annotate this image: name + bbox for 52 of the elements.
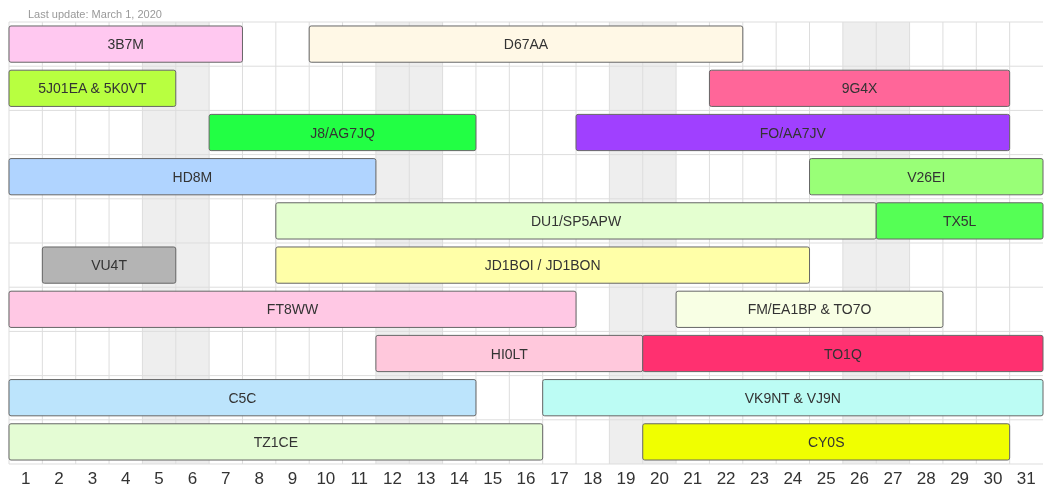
x-tick-label: 25	[816, 469, 836, 488]
series-label: TZ1CE	[253, 433, 299, 450]
x-tick-label: 8	[254, 469, 264, 488]
x-tick-label: 10	[316, 469, 336, 488]
x-tick-label: 18	[583, 469, 603, 488]
series-label: 5J01EA & 5K0VT	[38, 80, 147, 97]
x-tick-label: 7	[221, 469, 231, 488]
x-tick-label: 31	[1016, 469, 1036, 488]
x-tick-label: 17	[549, 469, 569, 488]
x-tick-label: 12	[383, 469, 403, 488]
series-label: FM/EA1BP & TO7O	[747, 301, 872, 318]
series-label: C5C	[228, 389, 257, 406]
x-tick-label: 28	[916, 469, 936, 488]
text: Last update: March 1, 2020	[28, 8, 162, 20]
x-tick-label: 13	[416, 469, 436, 488]
series-label: VU4T	[91, 257, 128, 274]
x-tick-label: 26	[850, 469, 870, 488]
x-tick-label: 14	[449, 469, 469, 488]
x-tick-label: 2	[54, 469, 64, 488]
x-tick-label: 5	[154, 469, 164, 488]
series-label: 9G4X	[841, 80, 879, 97]
x-tick-label: 3	[87, 469, 98, 488]
x-tick-label: 16	[516, 469, 536, 488]
x-tick-label: 27	[883, 469, 903, 488]
x-tick-label: 22	[716, 469, 736, 488]
x-tick-label: 11	[350, 469, 369, 488]
series-label: DU1/SP5APW	[530, 212, 622, 229]
x-tick-label: 9	[287, 469, 298, 488]
series-label: 3B7M	[107, 36, 145, 53]
series-label: HI0LT	[490, 345, 529, 362]
series-label: FO/AA7JV	[759, 124, 827, 141]
x-tick-label: 20	[649, 469, 669, 488]
series-label: J8/AG7JQ	[310, 124, 375, 141]
series-label: V26EI	[907, 168, 946, 185]
x-tick-label: 21	[683, 469, 703, 488]
series-label: TX5L	[942, 212, 977, 229]
x-tick-label: 23	[750, 469, 769, 488]
series-label: FT8WW	[266, 301, 319, 318]
x-tick-label: 29	[950, 469, 970, 488]
x-tick-label: 19	[616, 469, 636, 488]
series-label: HD8M	[172, 168, 213, 185]
series-label: JD1BOI / JD1BON	[484, 257, 601, 274]
series-label: VK9NT & VJ9N	[744, 389, 841, 406]
x-tick-label: 30	[983, 469, 1003, 488]
series-label: D67AA	[503, 36, 549, 53]
x-tick-label: 24	[783, 469, 803, 488]
series-label: TO1Q	[823, 345, 862, 362]
x-tick-label: 6	[187, 469, 198, 488]
x-tick-label: 15	[483, 469, 503, 488]
series-label: CY0S	[807, 433, 845, 450]
x-tick-label: 4	[121, 469, 131, 488]
x-tick-label: 1	[20, 469, 31, 488]
